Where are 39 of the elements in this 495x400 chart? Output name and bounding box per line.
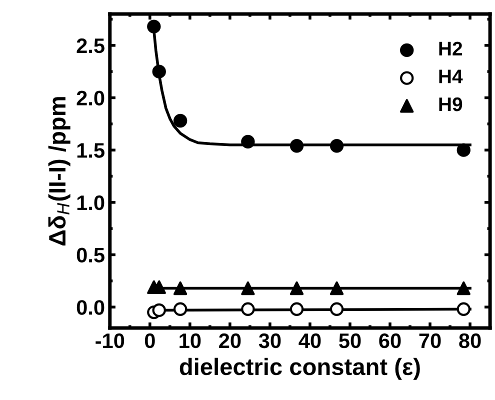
x-tick-label: 60 <box>379 333 401 348</box>
legend-label: H2 <box>439 42 462 56</box>
x-tick-label: 40 <box>298 333 321 348</box>
x-tick-label: 80 <box>459 333 481 348</box>
point <box>330 302 344 316</box>
x-axis-title: dielectric constant (ε) <box>180 358 420 380</box>
x-tick-label: -10 <box>96 333 124 348</box>
point <box>173 114 188 128</box>
x-tick-label: 10 <box>180 333 201 348</box>
point <box>330 281 344 296</box>
x-tick-label: 30 <box>258 333 281 348</box>
y-axis-title: Δδ$_{H}$(II-I) /ppm <box>48 97 70 246</box>
point <box>456 143 470 157</box>
point <box>330 139 344 153</box>
point <box>290 281 304 296</box>
x-tick-label: 0 <box>144 333 155 348</box>
point <box>147 20 161 34</box>
point <box>290 302 304 316</box>
y-tick-label: 0.5 <box>76 248 104 262</box>
y-tick-label: 2.5 <box>76 38 104 54</box>
legend-label: H4 <box>439 70 463 84</box>
point <box>173 281 188 296</box>
x-tick-label: 70 <box>419 333 441 348</box>
x-tick-label: 20 <box>219 333 241 348</box>
point <box>456 302 470 316</box>
point <box>241 281 255 296</box>
point <box>456 281 470 296</box>
point <box>152 303 166 318</box>
point <box>173 302 188 316</box>
point <box>241 134 255 149</box>
y-tick-label: 1.5 <box>77 143 104 158</box>
y-tick-label: 0.0 <box>76 300 104 315</box>
y-tick-label: 1.0 <box>77 195 104 210</box>
x-tick-label: 50 <box>339 333 361 348</box>
point <box>290 139 304 153</box>
y-tick-label: 2.0 <box>76 90 104 106</box>
point <box>152 64 166 78</box>
point <box>241 302 255 316</box>
legend-label: H9 <box>439 97 462 112</box>
